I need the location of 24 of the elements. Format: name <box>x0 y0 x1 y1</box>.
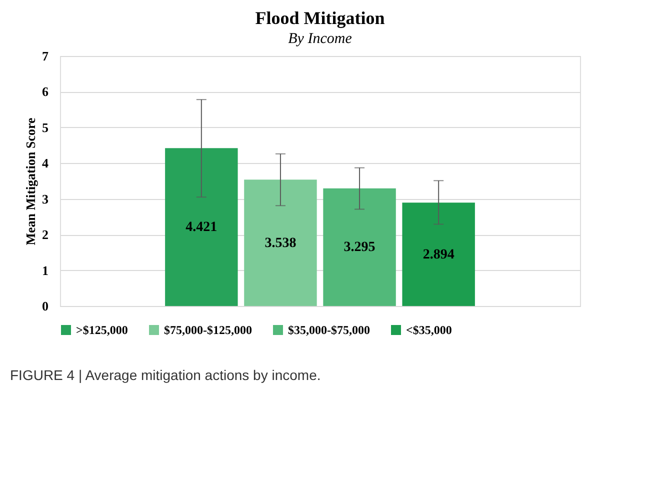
data-label: 3.295 <box>344 240 376 256</box>
bar <box>244 180 317 306</box>
data-label: 4.421 <box>186 220 218 236</box>
y-tick-label: 0 <box>42 298 48 314</box>
y-tick-label: 4 <box>42 156 49 171</box>
y-tick-label: 5 <box>42 120 49 135</box>
bar <box>402 202 475 306</box>
y-axis-title: Mean Mitigation Score <box>23 117 38 246</box>
y-tick-label: 3 <box>42 191 49 206</box>
legend-label: $35,000-$75,000 <box>288 323 370 337</box>
bar <box>165 148 238 306</box>
legend-label: <$35,000 <box>406 323 452 337</box>
y-tick-label: 7 <box>42 48 49 64</box>
y-tick-label: 1 <box>42 262 48 278</box>
data-label: 3.538 <box>264 236 296 251</box>
y-tick-label: 2 <box>42 227 48 242</box>
data-label: 2.894 <box>422 247 454 262</box>
y-tick-label: 6 <box>42 84 49 100</box>
chart-subtitle: By Income <box>288 31 352 47</box>
bar <box>323 188 396 306</box>
chart-title: Flood Mitigation <box>255 8 385 28</box>
caption: FIGURE 4 | Average mitigation actions by income. <box>10 367 321 383</box>
legend-label: $75,000-$125,000 <box>164 323 252 337</box>
legend-label: >$125,000 <box>76 323 128 337</box>
